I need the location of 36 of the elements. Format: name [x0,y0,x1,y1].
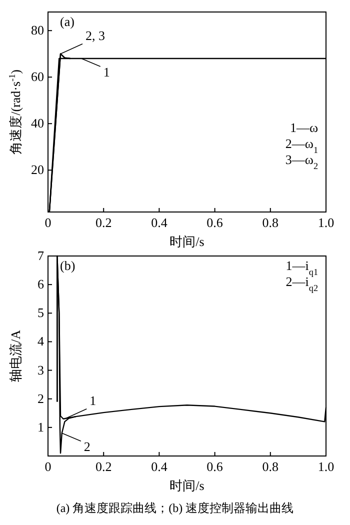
y-tick-label: 20 [31,162,44,178]
y-tick-label: 2 [38,390,44,406]
x-tick-label: 0.4 [151,459,168,474]
text: (a) 角速度跟踪曲线；(b) 速度控制器输出曲线 [56,501,294,515]
chart-title: (a) [60,14,74,29]
y-tick-label: 80 [31,22,44,38]
annotation: 2 [84,439,90,454]
x-tick-label: 0 [44,459,52,474]
x-tick-label: 1.0 [318,215,334,230]
annotation: 3—ω$_{2}$ [285,152,318,171]
y-tick-label: 7 [38,248,44,263]
x-tick-label: 0 [44,215,52,230]
annotation: 1 [103,64,110,80]
x-axis-title: 时间/s [170,478,204,493]
annotation: 1—ω [290,120,318,135]
y-tick-label: 4 [38,334,44,349]
y-tick-label: 5 [38,305,44,320]
x-tick-label: 0.6 [206,215,224,230]
annotation: 1 [90,392,96,408]
x-tick-label: 0.2 [95,459,112,474]
x-tick-label: 0.8 [262,459,279,474]
y-tick-label: 3 [38,362,44,378]
y-tick-label: 1 [38,419,44,434]
x-tick-label: 0.8 [262,215,279,230]
y-axis-title: 轴电流/A [8,329,23,382]
x-tick-label: 0.4 [151,215,168,230]
y-tick-label: 60 [31,69,44,84]
x-tick-label: 0.2 [95,215,112,230]
annotation: 2—ω$_{1}$ [285,136,318,155]
x-tick-label: 0.6 [206,459,224,474]
x-tick-label: 1.0 [318,459,334,474]
annotation: 2, 3 [86,28,106,43]
y-tick-label: 6 [38,276,44,292]
chart-title: (b) [60,258,76,273]
y-tick-label: 40 [31,116,44,131]
x-axis-title: 时间/s [170,234,204,249]
